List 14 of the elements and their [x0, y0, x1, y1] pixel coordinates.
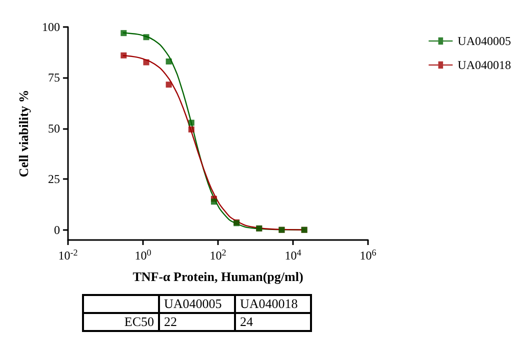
- text: UA040018: [240, 296, 298, 311]
- y-tick-label: 100: [42, 20, 60, 34]
- text: UA040005: [164, 296, 222, 311]
- y-tick-label: 25: [48, 172, 60, 186]
- text: EC50: [83, 313, 159, 331]
- text: 22: [159, 313, 235, 331]
- y-tick-label: 75: [48, 70, 60, 85]
- legend-label: UA040018: [458, 58, 512, 72]
- y-axis-title: Cell viability %: [16, 90, 31, 178]
- legend-label: UA040005: [458, 34, 512, 48]
- y-tick-label: 50: [48, 121, 60, 136]
- text: 24: [235, 313, 311, 331]
- y-tick-label: 0: [54, 222, 60, 237]
- x-axis-title: TNF-α Protein, Human(pg/ml): [132, 269, 304, 284]
